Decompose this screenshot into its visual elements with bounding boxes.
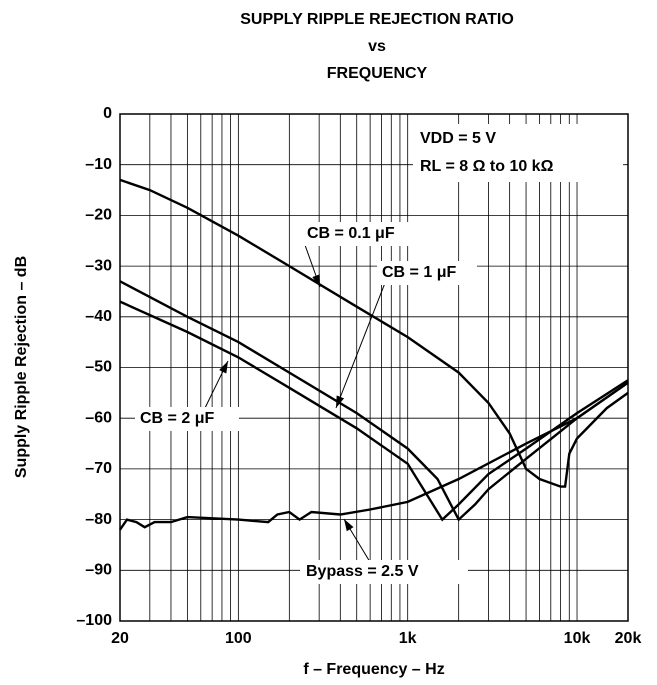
annotation: RL = 8 Ω to 10 kΩ bbox=[420, 158, 554, 175]
label-bg bbox=[300, 560, 468, 584]
y-axis-label: Supply Ripple Rejection – dB bbox=[13, 256, 30, 478]
arrow bbox=[343, 518, 371, 563]
series-label: Bypass = 2.5 V bbox=[306, 563, 419, 580]
y-tick-label: –20 bbox=[85, 207, 112, 224]
series-line bbox=[119, 300, 629, 522]
y-tick-label: –50 bbox=[85, 359, 112, 376]
chart-title: SUPPLY RIPPLE REJECTION RATIO bbox=[240, 11, 514, 28]
arrow bbox=[304, 244, 321, 288]
series-line bbox=[119, 178, 629, 488]
label-bg bbox=[377, 261, 477, 285]
x-axis-label: f – Frequency – Hz bbox=[303, 661, 444, 678]
y-tick-label: –40 bbox=[85, 308, 112, 325]
y-tick-label: –100 bbox=[76, 612, 112, 629]
plot-frame bbox=[119, 113, 629, 622]
y-tick-label: –90 bbox=[85, 562, 112, 579]
chart-title: vs bbox=[368, 38, 386, 55]
series-label: CB = 2 μF bbox=[140, 410, 214, 427]
label-bg bbox=[302, 222, 427, 246]
x-tick-label: 100 bbox=[225, 630, 252, 647]
chart-title: FREQUENCY bbox=[327, 65, 428, 82]
plot-area bbox=[119, 113, 629, 622]
x-tick-label: 10k bbox=[564, 630, 591, 647]
x-tick-label: 20 bbox=[111, 630, 129, 647]
label-bg bbox=[413, 124, 623, 182]
y-tick-label: –30 bbox=[85, 257, 112, 274]
y-tick-label: –70 bbox=[85, 460, 112, 477]
y-tick-label: –60 bbox=[85, 409, 112, 426]
y-tick-label: –10 bbox=[85, 156, 112, 173]
series-line bbox=[119, 280, 629, 522]
x-tick-label: 20k bbox=[615, 630, 642, 647]
series-label: CB = 1 μF bbox=[382, 264, 456, 281]
annotation: VDD = 5 V bbox=[420, 130, 496, 147]
arrow bbox=[335, 282, 386, 409]
label-bg bbox=[135, 407, 239, 431]
y-tick-label: 0 bbox=[103, 105, 112, 122]
y-tick-label: –80 bbox=[85, 511, 112, 528]
series-line bbox=[119, 381, 629, 531]
arrow bbox=[204, 360, 229, 409]
series-label: CB = 0.1 μF bbox=[307, 225, 395, 242]
x-tick-label: 1k bbox=[399, 630, 417, 647]
